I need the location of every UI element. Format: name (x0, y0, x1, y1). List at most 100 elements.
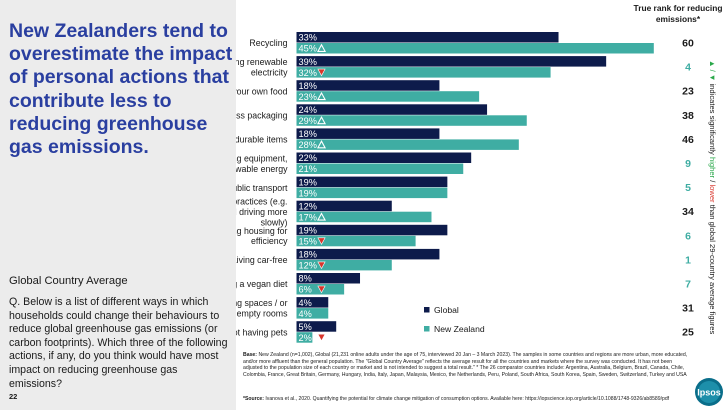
data-label-new-zealand: 2% (299, 333, 312, 343)
data-label-new-zealand: 15% (299, 237, 317, 247)
category-label: Not having pets (236, 327, 288, 337)
panel-subtitle: Global Country Average (9, 275, 128, 287)
true-rank-value: 6 (685, 230, 691, 242)
footnote-base-label: Base: (243, 352, 258, 358)
bar-new-zealand (296, 115, 527, 126)
bar-new-zealand (296, 187, 448, 199)
category-label: Buying fewer items, or more durable item… (236, 135, 288, 145)
category-label: using the correct gear, and driving more (236, 207, 288, 217)
category-label: Switching to purchasing renewable (236, 57, 288, 67)
data-label-new-zealand: 12% (299, 261, 317, 271)
data-label-new-zealand: 32% (299, 68, 317, 78)
bar-new-zealand (296, 308, 329, 319)
true-rank-value: 25 (682, 327, 694, 339)
category-label: slowly) (261, 217, 288, 227)
data-label-global: 18% (299, 81, 317, 91)
significance-up-icon (316, 140, 327, 149)
legend-swatch-global (424, 307, 430, 313)
significance-down-icon (317, 68, 326, 77)
headline: New Zealanders tend to overestimate the … (9, 20, 233, 159)
significance-side-note: ▲ / ▼ indicates significantly higher / l… (708, 60, 717, 335)
data-label-global: 33% (299, 33, 317, 43)
significance-up-icon (316, 115, 327, 125)
bar-new-zealand (296, 259, 392, 271)
data-label-global: 12% (299, 201, 317, 211)
category-label: co-housing to fill empty rooms (236, 309, 288, 319)
source-note: *Source: Ivanova et al., 2020. Quantifyi… (243, 396, 688, 403)
data-label-global: 19% (299, 226, 317, 236)
rank-column-header: True rank for reducing emissions* (633, 3, 723, 24)
category-label: efficiency (251, 236, 288, 246)
significance-arrows: ▲ / ▼ (708, 60, 717, 81)
bar-new-zealand (296, 91, 480, 102)
true-rank-value: 46 (682, 134, 694, 146)
legend-swatch-new-zealand (424, 326, 430, 332)
data-label-global: 39% (299, 57, 317, 67)
footnote-base-text: New Zealand (n=1,002), Global (21,231 on… (243, 352, 688, 378)
legend-label-new-zealand: New Zealand (434, 324, 485, 334)
bar-new-zealand (296, 163, 464, 174)
bar-global (296, 200, 392, 212)
true-rank-value: 1 (685, 254, 691, 266)
bar-global (296, 176, 448, 188)
data-label-global: 4% (299, 298, 312, 308)
bar-global (296, 104, 488, 115)
data-label-new-zealand: 21% (299, 164, 317, 174)
significance-lower: lower (708, 184, 717, 203)
true-rank-value: 38 (682, 110, 694, 122)
bar-new-zealand (296, 211, 432, 223)
bar-global (296, 273, 361, 284)
category-label: Recycling (249, 38, 287, 48)
significance-down-icon (317, 333, 326, 342)
significance-down-icon (317, 261, 326, 270)
true-rank-value: 9 (685, 158, 691, 170)
footnote: Base: New Zealand (n=1,002), Global (21,… (243, 352, 688, 378)
svg-text:▲ / ▼ indicates sign: ▲ / ▼ indicates significantly higher / l… (708, 60, 717, 335)
bar-new-zealand (296, 67, 551, 78)
ipsos-logo-text: Ipsos (697, 388, 721, 398)
data-label-global: 5% (299, 322, 312, 332)
true-rank-value: 34 (682, 206, 694, 218)
true-rank-value: 23 (682, 86, 694, 98)
ipsos-logo: Ipsos (695, 378, 723, 406)
data-label-global: 22% (299, 153, 317, 163)
significance-down-icon (317, 285, 326, 294)
category-label: Less packaging (236, 111, 288, 121)
significance-down-icon (317, 237, 326, 246)
significance-sep: / (708, 180, 717, 184)
category-label: electricity (251, 68, 288, 78)
category-label: Having smaller living spaces / or (236, 298, 288, 308)
category-label: Having a vegan diet (236, 279, 288, 289)
significance-up-icon (316, 91, 327, 101)
data-label-new-zealand: 45% (299, 44, 317, 54)
category-label: using cleaner fuel or renewable energy (236, 164, 288, 174)
significance-prefix: indicates significantly (708, 84, 717, 156)
data-label-global: 24% (299, 105, 317, 115)
significance-suffix: than global 29-country average figures (708, 205, 717, 335)
data-label-new-zealand: 23% (299, 92, 317, 102)
category-label: Growing or producing your own food (236, 86, 288, 96)
data-label-global: 18% (299, 129, 317, 139)
left-panel (0, 0, 236, 410)
bar-new-zealand (296, 43, 654, 54)
category-label: More energy efficient cooking equipment, (236, 154, 288, 164)
significance-higher: higher (708, 157, 717, 179)
bar-new-zealand (296, 235, 416, 247)
bar-global (296, 248, 440, 260)
bar-global (296, 321, 337, 332)
true-rank-value: 5 (685, 182, 691, 194)
true-rank-value: 7 (685, 279, 691, 291)
significance-up-icon (316, 212, 327, 221)
bar-global (296, 80, 440, 91)
bar-new-zealand (296, 332, 313, 343)
page-number: 22 (9, 392, 18, 401)
source-label: *Source: (243, 396, 264, 402)
bar-global (296, 128, 440, 139)
data-label-global: 19% (299, 177, 317, 187)
significance-up-icon (316, 43, 327, 52)
bar-global (296, 152, 472, 163)
bar-global (296, 32, 559, 43)
data-label-new-zealand: 6% (299, 285, 312, 295)
category-label: Fuel efficient driving practices (e.g. (236, 197, 288, 207)
